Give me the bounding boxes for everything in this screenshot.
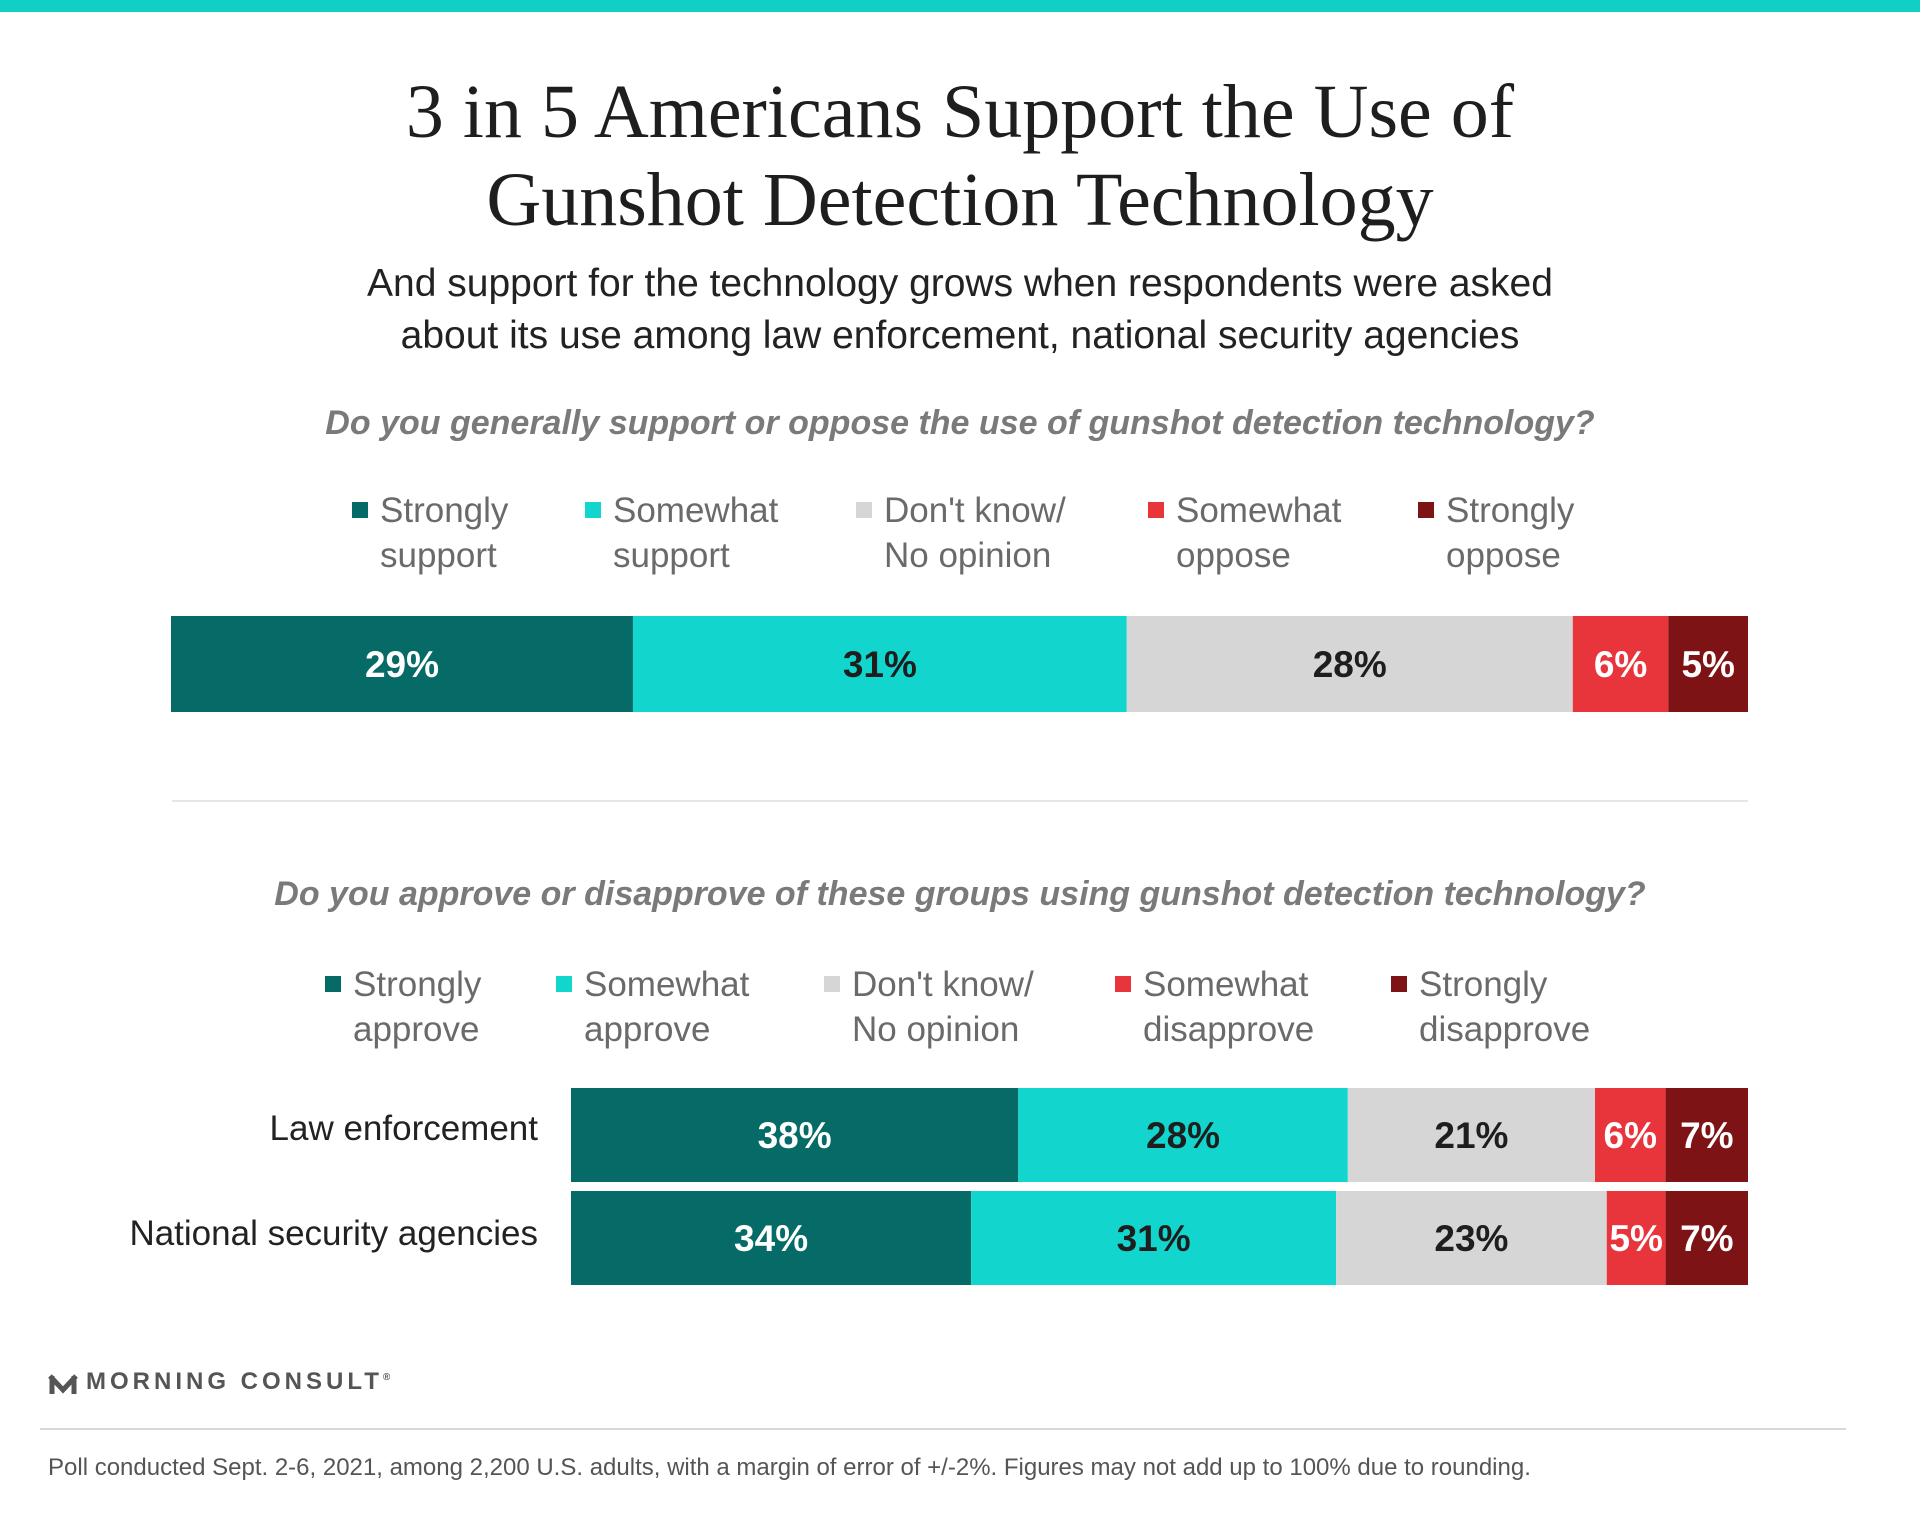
legend-label-line1: Strongly	[380, 491, 509, 530]
q2-row0-segment-1	[1018, 1088, 1348, 1182]
chart-title-line-1: 3 in 5 Americans Support the Use of	[405, 70, 1515, 154]
subtitle-line-2: about its use among law enforcement, nat…	[400, 314, 1520, 357]
legend-label-line1: Somewhat	[584, 965, 750, 1004]
q2-row1-value-label-4: 7%	[1680, 1218, 1733, 1259]
legend-label-line1: Somewhat	[1143, 965, 1309, 1004]
brand-name: MORNING CONSULT	[86, 1368, 383, 1395]
legend-label-line2: approve	[584, 1010, 711, 1049]
legend-label-line1: Don't know/	[884, 491, 1066, 530]
legend-label-line2: No opinion	[852, 1010, 1020, 1049]
legend-label-line1: Strongly	[1419, 965, 1548, 1004]
q2-row1-segment-3	[1606, 1191, 1666, 1285]
question-1-title: Do you generally support or oppose the u…	[325, 404, 1595, 442]
legend-label-line1: Strongly	[353, 965, 482, 1004]
legend-label-line1: Strongly	[1446, 491, 1575, 530]
legend-label-line2: oppose	[1446, 536, 1561, 575]
q1-row0-segment-0	[171, 616, 633, 712]
footnote: Poll conducted Sept. 2-6, 2021, among 2,…	[48, 1454, 1531, 1481]
legend-swatch	[325, 976, 341, 992]
legend-swatch	[824, 976, 840, 992]
q2-row0-segment-2	[1347, 1088, 1595, 1182]
q2-row1-value-label-1: 31%	[1117, 1218, 1191, 1259]
registered-mark: ®	[382, 1372, 391, 1383]
q1-row0-value-label-0: 29%	[365, 644, 439, 685]
legend-swatch	[352, 502, 368, 518]
q2-row0-value-label-3: 6%	[1604, 1115, 1657, 1156]
legend-swatch	[1418, 502, 1434, 518]
q1-row0-segment-4	[1668, 616, 1748, 712]
chart-title-line-2: Gunshot Detection Technology	[486, 158, 1434, 242]
legend-swatch	[1148, 502, 1164, 518]
legend-label-line2: approve	[353, 1010, 480, 1049]
legend-swatch	[1391, 976, 1407, 992]
q1-row0-segment-2	[1126, 616, 1573, 712]
row-label-national-security-agencies: National security agencies	[129, 1214, 538, 1253]
q2-row1-segment-0	[571, 1191, 972, 1285]
q1-row0-value-label-3: 6%	[1594, 644, 1647, 685]
footer-divider	[40, 1428, 1846, 1430]
legend-label-line2: disapprove	[1419, 1010, 1591, 1049]
legend-swatch	[1115, 976, 1131, 992]
q2-row1-value-label-0: 34%	[734, 1218, 808, 1259]
q1-row0-segment-3	[1572, 616, 1669, 712]
q2-row1-value-label-2: 23%	[1434, 1218, 1508, 1259]
section-divider	[172, 800, 1748, 802]
q2-row0-value-label-1: 28%	[1146, 1115, 1220, 1156]
legend-label-line2: No opinion	[884, 536, 1052, 575]
legend-label-line2: support	[380, 536, 497, 575]
row-label-law-enforcement: Law enforcement	[269, 1109, 538, 1148]
morning-consult-m-icon	[48, 1374, 78, 1394]
q2-row0-value-label-0: 38%	[758, 1115, 832, 1156]
q2-row0-value-label-4: 7%	[1680, 1115, 1733, 1156]
q2-row1-segment-1	[971, 1191, 1337, 1285]
q2-row1-segment-4	[1665, 1191, 1748, 1285]
legend-label-line2: disapprove	[1143, 1010, 1315, 1049]
q2-row0-value-label-2: 21%	[1434, 1115, 1508, 1156]
q1-row0-value-label-4: 5%	[1681, 644, 1734, 685]
q2-row0-segment-0	[571, 1088, 1019, 1182]
legend-label-line2: support	[613, 536, 730, 575]
q2-row0-segment-4	[1665, 1088, 1748, 1182]
q2-row1-value-label-3: 5%	[1609, 1218, 1662, 1259]
q1-row0-value-label-1: 31%	[843, 644, 917, 685]
legend-swatch	[856, 502, 872, 518]
legend-label-line2: oppose	[1176, 536, 1291, 575]
q1-row0-segment-1	[632, 616, 1127, 712]
q2-row0-segment-3	[1594, 1088, 1666, 1182]
subtitle-line-1: And support for the technology grows whe…	[367, 262, 1553, 305]
legend-label-line1: Somewhat	[613, 491, 779, 530]
legend-label-line1: Somewhat	[1176, 491, 1342, 530]
top-accent-bar	[0, 0, 1920, 12]
q2-row1-segment-2	[1336, 1191, 1607, 1285]
legend-swatch	[585, 502, 601, 518]
q1-row0-value-label-2: 28%	[1313, 644, 1387, 685]
question-2-title: Do you approve or disapprove of these gr…	[274, 875, 1646, 913]
legend-swatch	[556, 976, 572, 992]
legend-label-line1: Don't know/	[852, 965, 1034, 1004]
